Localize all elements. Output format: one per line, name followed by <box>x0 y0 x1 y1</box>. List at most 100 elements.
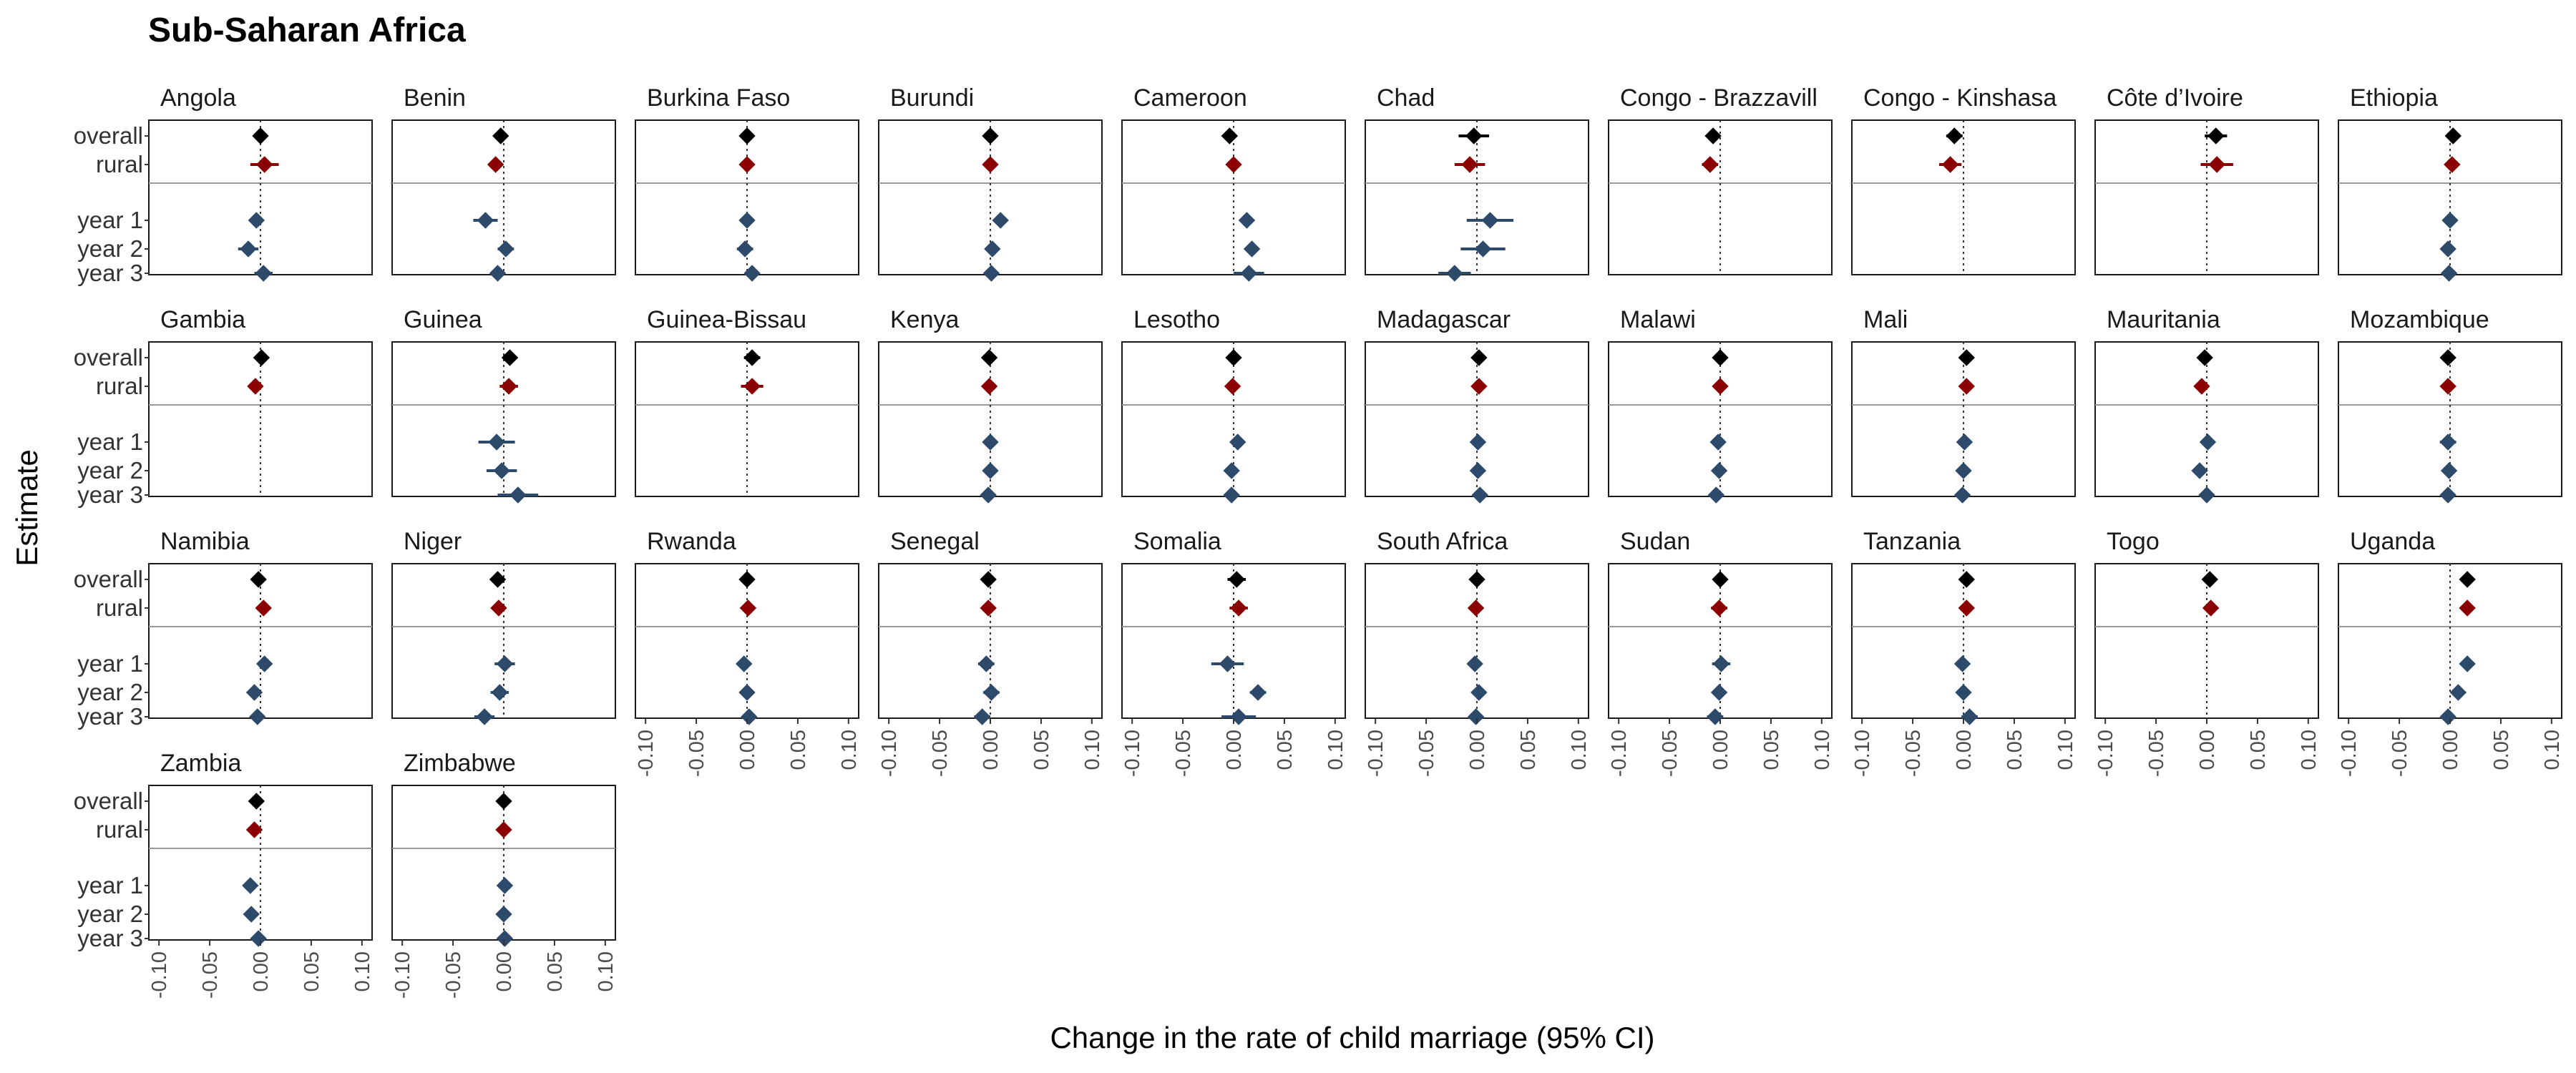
panel-lesotho: Lesotho <box>1121 306 1346 504</box>
point-estimate-year-3 <box>1707 486 1725 504</box>
x-tick-label: -0.10 <box>1608 730 1631 777</box>
point-estimate-year-2 <box>1955 684 1972 701</box>
panel-frame <box>2094 119 2319 275</box>
plot-title: Sub-Saharan Africa <box>148 11 466 49</box>
x-tick-label: -0.05 <box>442 951 465 999</box>
y-tick-label-overall: overall <box>74 122 143 149</box>
point-estimate-year-2 <box>2191 462 2208 479</box>
panel-mali: Mali <box>1851 306 2076 504</box>
x-tick-label: 0.10 <box>595 951 618 991</box>
point-estimate-overall <box>492 127 509 144</box>
point-estimate-year-3 <box>741 708 758 725</box>
point-estimate-year-1 <box>477 212 494 229</box>
point-estimate-year-1 <box>1219 655 1236 672</box>
panel-frame <box>148 119 373 275</box>
point-estimate-year-3 <box>2439 486 2457 504</box>
panel-senegal: Senegal -0.10 -0.05 0.00 0.05 0.10 <box>878 528 1104 777</box>
y-tick-label-year-3: year 3 <box>77 703 143 730</box>
point-estimate-year-1 <box>1956 433 1974 451</box>
panel-mauritania: Mauritania <box>2094 306 2319 504</box>
point-estimate-overall <box>743 349 761 366</box>
point-estimate-year-1 <box>1229 433 1246 451</box>
x-axis-title: Change in the rate of child marriage (95… <box>1050 1021 1654 1054</box>
point-estimate-year-2 <box>736 240 753 258</box>
point-estimate-rural <box>1710 599 1728 617</box>
panel-south-africa: South Africa -0.10 -0.05 0.00 0.05 0.10 <box>1365 528 1591 777</box>
point-estimate-year-1 <box>1709 433 1727 451</box>
point-estimate-year-3 <box>1467 708 1485 725</box>
point-estimate-year-3 <box>973 708 991 725</box>
point-estimate-overall <box>1958 571 1975 588</box>
point-estimate-year-1 <box>1466 655 1483 672</box>
point-estimate-rural <box>980 378 998 395</box>
facet-label-cote-d-ivoire: Côte d’Ivoire <box>2107 84 2243 112</box>
point-estimate-overall <box>501 349 519 366</box>
point-estimate-year-1 <box>736 655 753 672</box>
point-estimate-rural <box>1224 378 1241 395</box>
x-tick-label: 0.05 <box>544 951 567 991</box>
x-tick-label: 0.10 <box>838 730 861 770</box>
point-estimate-year-2 <box>1474 240 1492 258</box>
y-tick-label-year-3: year 3 <box>77 260 143 286</box>
point-estimate-year-2 <box>982 462 999 479</box>
point-estimate-year-1 <box>1469 433 1487 451</box>
point-estimate-year-3 <box>496 930 514 947</box>
point-estimate-overall <box>738 127 756 144</box>
point-estimate-year-3 <box>255 265 272 282</box>
y-axis-title: Estimate <box>10 449 44 566</box>
facet-label-congo-kinshasa: Congo - Kinshasa <box>1863 84 2057 112</box>
point-estimate-overall <box>1712 571 1729 588</box>
point-estimate-year-3 <box>250 930 267 947</box>
point-estimate-year-2 <box>491 684 509 701</box>
point-estimate-rural <box>245 821 263 838</box>
facet-label-lesotho: Lesotho <box>1133 306 1220 333</box>
point-estimate-overall <box>738 571 756 588</box>
point-estimate-overall <box>1470 349 1488 366</box>
x-tick-label: -0.10 <box>878 730 901 777</box>
panel-mozambique: Mozambique <box>2338 306 2562 504</box>
facet-label-benin: Benin <box>404 84 466 112</box>
facet-label-sudan: Sudan <box>1620 528 1690 555</box>
y-tick-label-overall: overall <box>74 566 143 592</box>
panel-guinea-bissau: Guinea-Bissau <box>635 306 859 497</box>
point-estimate-rural <box>1470 378 1488 395</box>
point-estimate-overall <box>982 127 999 144</box>
x-tick-label: 0.05 <box>1274 730 1297 770</box>
panel-benin: Benin <box>391 84 616 282</box>
point-estimate-overall <box>253 349 270 366</box>
x-tick-label: -0.10 <box>1365 730 1387 777</box>
point-estimate-overall <box>2196 349 2213 366</box>
point-estimate-overall <box>980 571 997 588</box>
y-tick-label-year-3: year 3 <box>77 925 143 951</box>
panel-sudan: Sudan -0.10 -0.05 0.00 0.05 0.10 <box>1608 528 1834 777</box>
point-estimate-rural <box>1467 599 1485 617</box>
x-tick-label: 0.00 <box>2439 730 2462 770</box>
y-tick-label-year-1: year 1 <box>77 650 143 677</box>
point-estimate-rural <box>1702 156 1719 173</box>
facet-label-malawi: Malawi <box>1620 306 1696 333</box>
point-estimate-year-3 <box>1953 486 1971 504</box>
panel-kenya: Kenya <box>878 306 1103 504</box>
point-estimate-year-1 <box>1712 655 1730 672</box>
facet-label-ethiopia: Ethiopia <box>2350 84 2438 112</box>
point-estimate-year-1 <box>496 877 514 894</box>
point-estimate-rural <box>490 599 507 617</box>
point-estimate-year-3 <box>489 265 507 282</box>
point-estimate-rural <box>487 156 504 173</box>
y-tick-label-year-1: year 1 <box>77 428 143 455</box>
point-estimate-year-2 <box>245 684 263 701</box>
facet-label-chad: Chad <box>1377 84 1435 112</box>
facet-label-gambia: Gambia <box>160 306 245 333</box>
panel-chad: Chad <box>1365 84 1589 282</box>
y-tick-label-year-2: year 2 <box>77 679 143 705</box>
point-estimate-rural <box>743 378 761 395</box>
point-estimate-year-2 <box>738 684 756 701</box>
point-estimate-overall <box>1225 349 1242 366</box>
panel-congo-brazzavill: Congo - Brazzavill <box>1608 84 1833 275</box>
point-estimate-year-3 <box>476 708 493 725</box>
x-tick-label: 0.05 <box>2004 730 2026 770</box>
panel-frame <box>2094 563 2319 719</box>
